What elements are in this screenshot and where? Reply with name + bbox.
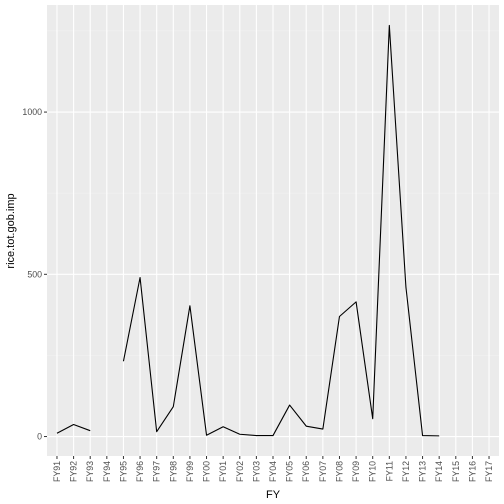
x-tick-label: FY08	[334, 461, 344, 482]
x-tick-label: FY12	[401, 461, 411, 482]
x-axis: FY91 FY92 FY93 FY94 FY95 FY96 FY97 FY98 FY99 FY00…	[52, 456, 494, 482]
x-tick-label: FY10	[368, 461, 378, 482]
x-tick-label: FY93	[85, 461, 95, 482]
x-tick-label: FY01	[218, 461, 228, 482]
x-tick-label: FY96	[135, 461, 145, 482]
x-tick-label: FY13	[418, 461, 428, 482]
major-grid	[47, 5, 499, 456]
x-tick-label: FY94	[102, 461, 112, 482]
x-tick-label: FY92	[69, 461, 79, 482]
x-tick-label: FY95	[118, 461, 128, 482]
x-tick-label: FY91	[52, 461, 62, 482]
y-tick-label: 1000	[22, 107, 42, 117]
y-tick-label: 0	[37, 432, 42, 442]
y-axis-title: rice.tot.gob.imp	[5, 193, 17, 268]
x-tick-label: FY11	[384, 461, 394, 481]
x-tick-label: FY97	[152, 461, 162, 482]
x-axis-title: FY	[266, 489, 281, 501]
x-tick-label: FY07	[318, 461, 328, 482]
x-tick-label: FY04	[268, 461, 278, 482]
x-tick-label: FY17	[484, 461, 494, 482]
x-tick-label: FY99	[185, 461, 195, 482]
x-tick-label: FY15	[451, 461, 461, 482]
x-tick-label: FY09	[351, 461, 361, 482]
x-tick-label: FY14	[434, 461, 444, 482]
series-layer	[56, 24, 440, 437]
x-tick-label: FY00	[202, 461, 212, 482]
x-tick-label: FY03	[251, 461, 261, 482]
y-tick-label: 500	[27, 269, 42, 279]
x-tick-label: FY06	[301, 461, 311, 482]
y-axis: 0 500 1000	[22, 107, 47, 442]
x-tick-label: FY05	[285, 461, 295, 482]
x-tick-label: FY98	[168, 461, 178, 482]
x-tick-label: FY16	[467, 461, 477, 482]
series-line	[56, 24, 440, 437]
x-tick-label: FY02	[235, 461, 245, 482]
